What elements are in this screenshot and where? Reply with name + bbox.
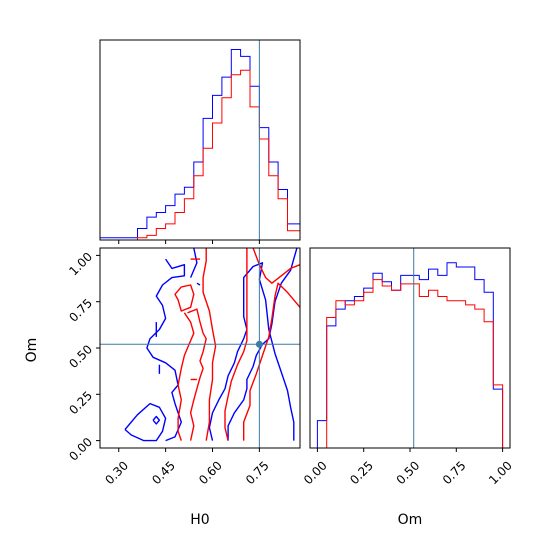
- joint-x-tick-label-0.60: 0.60: [196, 458, 225, 487]
- x-axis-label-om: Om: [398, 512, 423, 528]
- om-x-tick-label-0.00: 0.00: [301, 458, 330, 487]
- contour-blue-8: [196, 282, 201, 286]
- contour-blue-1: [152, 415, 161, 425]
- h0-om-contour-panel: 0.30 0.45 0.60 0.75 0.00 0.25 0.50 0.75 1.00: [66, 247, 301, 487]
- contour-blue-5: [189, 248, 198, 278]
- om-x-tick-label-0.50: 0.50: [394, 458, 423, 487]
- om-hist-frame: [309, 247, 511, 449]
- om-hist-series-blue: [316, 262, 504, 448]
- om-x-tick-label-0.25: 0.25: [347, 458, 376, 487]
- h0-hist-frame: [99, 39, 301, 241]
- joint-y-tick-label-0.50: 0.50: [66, 342, 95, 371]
- om-x-tick-label-1.00: 1.00: [486, 458, 515, 487]
- joint-y-tick-label-0.00: 0.00: [66, 435, 95, 464]
- y-axis-label-om: Om: [24, 338, 40, 363]
- joint-x-tick-label-0.75: 0.75: [243, 458, 272, 487]
- h0-histogram-panel: [99, 39, 301, 244]
- joint-contours: [124, 248, 300, 442]
- om-hist-series-red: [317, 279, 504, 449]
- contour-blue-6: [208, 262, 295, 441]
- contour-blue-0: [124, 402, 167, 442]
- contour-red-2: [177, 312, 195, 441]
- joint-x-tick-label-0.30: 0.30: [102, 458, 131, 487]
- joint-y-tick-label-0.25: 0.25: [66, 389, 95, 418]
- om-histogram-panel: 0.00 0.25 0.50 0.75 1.00: [301, 247, 515, 487]
- h0-hist-series-blue: [99, 49, 301, 240]
- joint-y-tick-label-0.75: 0.75: [66, 296, 95, 325]
- joint-truth-marker: [255, 340, 263, 348]
- joint-frame: [99, 247, 301, 449]
- x-axis-label-h0: H0: [190, 512, 209, 528]
- om-x-tick-label-0.75: 0.75: [440, 458, 469, 487]
- contour-red-5: [243, 282, 300, 441]
- contour-red-3: [202, 248, 217, 441]
- contour-red-0: [174, 284, 195, 312]
- contour-blue-2: [146, 258, 186, 442]
- contour-red-1: [187, 308, 207, 441]
- contour-blue-7: [227, 248, 298, 441]
- joint-y-tick-label-1.00: 1.00: [66, 250, 95, 279]
- contour-red-4: [224, 248, 248, 441]
- joint-x-tick-label-0.45: 0.45: [149, 458, 178, 487]
- h0-hist-series-red: [100, 69, 301, 241]
